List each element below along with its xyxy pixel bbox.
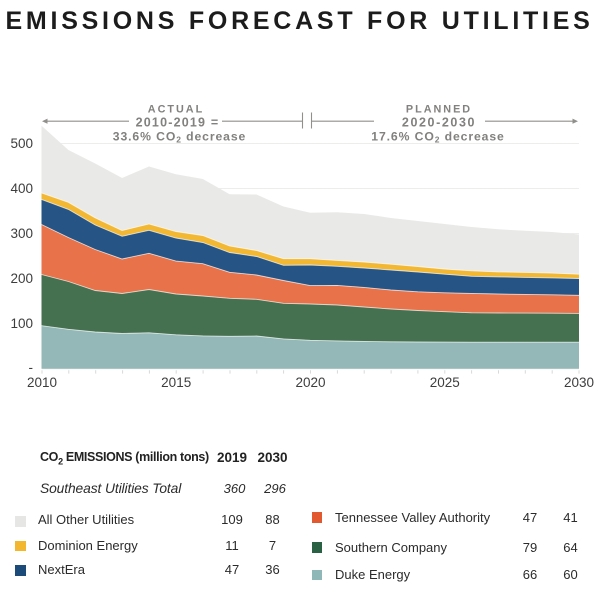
svg-text:200: 200 [10, 271, 33, 286]
svg-text:33.6% CO2 decrease: 33.6% CO2 decrease [113, 130, 246, 145]
svg-text:17.6% CO2 decrease: 17.6% CO2 decrease [371, 130, 504, 145]
svg-text:ACTUAL: ACTUAL [148, 104, 204, 116]
svg-text:500: 500 [10, 136, 33, 151]
svg-text:400: 400 [10, 181, 33, 196]
svg-text:300: 300 [10, 226, 33, 241]
svg-text:2020-2030: 2020-2030 [402, 116, 476, 130]
svg-text:2020: 2020 [295, 375, 325, 390]
svg-text:-: - [29, 360, 34, 375]
svg-text:2010-2019 =: 2010-2019 = [136, 116, 220, 130]
svg-text:PLANNED: PLANNED [406, 104, 472, 116]
svg-text:2030: 2030 [564, 375, 594, 390]
svg-text:100: 100 [10, 316, 33, 331]
svg-text:2015: 2015 [161, 375, 191, 390]
svg-text:2025: 2025 [430, 375, 460, 390]
svg-text:2010: 2010 [27, 375, 57, 390]
